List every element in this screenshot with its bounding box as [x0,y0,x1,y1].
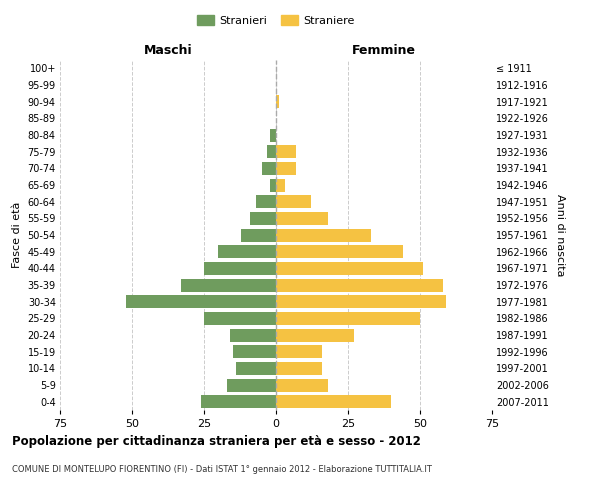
Bar [236,362,276,375]
Y-axis label: Anni di nascita: Anni di nascita [554,194,565,276]
Bar [276,378,328,392]
Y-axis label: Fasce di età: Fasce di età [12,202,22,268]
Bar [204,312,276,325]
Bar [276,212,328,225]
Text: Popolazione per cittadinanza straniera per età e sesso - 2012: Popolazione per cittadinanza straniera p… [12,435,421,448]
Bar [256,195,276,208]
Bar [276,95,279,108]
Bar [233,345,276,358]
Bar [276,162,296,175]
Bar [276,228,371,241]
Bar [276,262,423,275]
Text: COMUNE DI MONTELUPO FIORENTINO (FI) - Dati ISTAT 1° gennaio 2012 - Elaborazione : COMUNE DI MONTELUPO FIORENTINO (FI) - Da… [12,465,432,474]
Bar [241,228,276,241]
Bar [276,245,403,258]
Bar [276,362,322,375]
Bar [276,145,296,158]
Bar [270,128,276,141]
Bar [276,195,311,208]
Bar [262,162,276,175]
Bar [268,145,276,158]
Text: Femmine: Femmine [352,44,416,57]
Bar [126,295,276,308]
Bar [204,262,276,275]
Bar [181,278,276,291]
Bar [270,178,276,192]
Bar [276,395,391,408]
Bar [276,328,354,342]
Bar [250,212,276,225]
Bar [276,178,284,192]
Bar [276,312,420,325]
Bar [276,345,322,358]
Bar [218,245,276,258]
Text: Maschi: Maschi [143,44,193,57]
Bar [201,395,276,408]
Bar [227,378,276,392]
Bar [230,328,276,342]
Bar [276,278,443,291]
Legend: Stranieri, Straniere: Stranieri, Straniere [193,10,359,30]
Bar [276,295,446,308]
